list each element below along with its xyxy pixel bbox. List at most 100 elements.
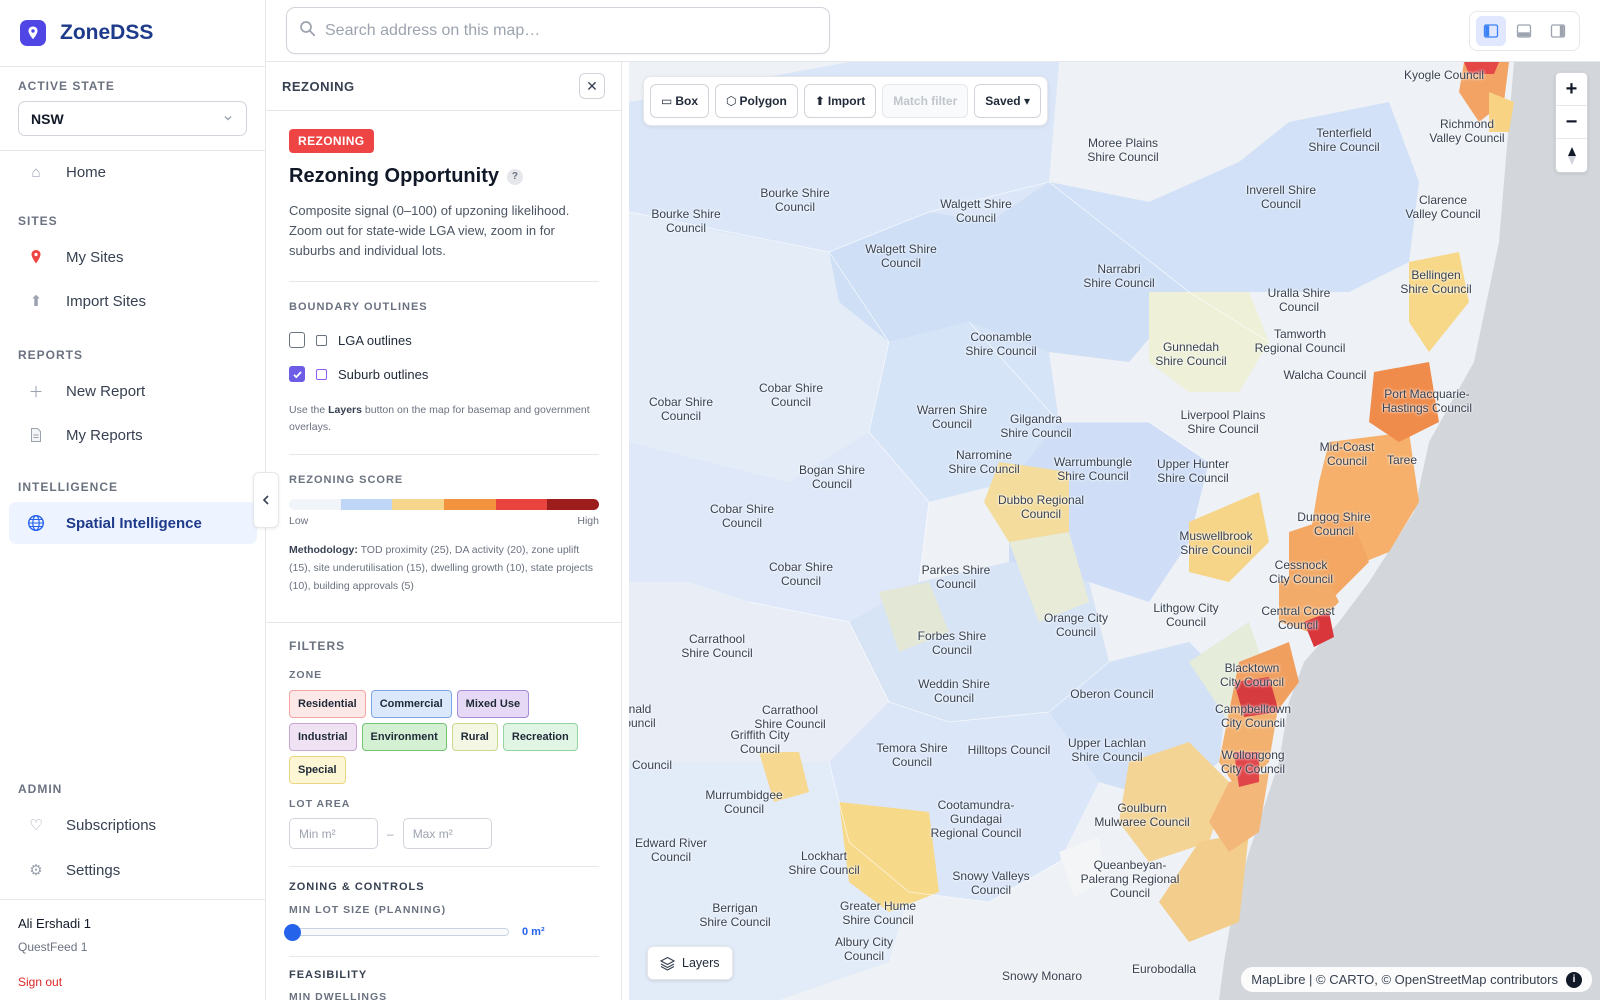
sidebar-item-label: New Report (66, 382, 146, 400)
min-lot-size-value: 0 m² (522, 926, 545, 938)
map-region-label: Kyogle Council (1403, 68, 1485, 82)
close-panel-button[interactable]: ✕ (579, 73, 605, 99)
methodology-label: Methodology: (289, 544, 358, 556)
map-region-label: Lockhart Shire Council (788, 849, 860, 877)
suburb-outlines-checkbox[interactable] (289, 366, 305, 382)
zone-filter-chip[interactable]: Commercial (370, 690, 452, 718)
state-select[interactable]: NSW (18, 101, 247, 136)
zone-filter-chip[interactable]: Special (289, 756, 346, 784)
zone-chips: Residential Commercial Mixed Use Industrial… (289, 690, 599, 784)
zoom-controls: + − (1555, 72, 1588, 173)
map-region-label: Goulburn Mulwaree Council (1094, 801, 1190, 829)
sidebar-item-label: Import Sites (66, 292, 147, 310)
sidebar-item-new-report[interactable]: ＋ New Report (9, 370, 257, 412)
address-search[interactable] (286, 7, 830, 54)
help-icon[interactable]: ? (506, 168, 523, 185)
attribution-text[interactable]: MapLibre | © CARTO, © OpenStreetMap cont… (1251, 972, 1558, 987)
map-region-label: Walgett Shire Council (865, 242, 937, 270)
range-separator: – (387, 826, 394, 841)
sign-out-link[interactable]: Sign out (18, 975, 63, 989)
polygon-select-button[interactable]: ⬡ Polygon (715, 84, 798, 118)
sites-section-label: SITES (18, 214, 58, 228)
document-icon (27, 427, 45, 443)
info-icon[interactable]: i (1566, 971, 1582, 988)
collapse-panel-button[interactable] (253, 472, 279, 528)
boundary-outlines-label: BOUNDARY OUTLINES (289, 301, 428, 313)
zone-filter-chip[interactable]: Environment (361, 723, 447, 751)
slider-thumb[interactable] (284, 924, 301, 941)
plus-icon: + (1565, 77, 1578, 100)
import-button[interactable]: ⬆ Import (803, 84, 877, 118)
map-selection-toolbar: ▭ Box ⬡ Polygon ⬆ Import Match filter Sa… (643, 76, 1048, 126)
divider (289, 956, 599, 957)
map-region-label: Tamworth Regional Council (1254, 327, 1346, 355)
match-filter-button[interactable]: Match filter (882, 84, 969, 118)
map-region-label: Snowy Valleys Council (952, 869, 1030, 897)
region-kyogle-north (1464, 62, 1499, 74)
max-lot-area-input[interactable]: Max m² (402, 818, 492, 849)
sidebar-item-my-reports[interactable]: My Reports (9, 414, 257, 456)
lga-outlines-row[interactable]: LGA outlines (289, 330, 599, 350)
box-select-button[interactable]: ▭ Box (650, 84, 710, 118)
gear-icon: ⚙ (29, 862, 43, 879)
user-organization: QuestFeed 1 (18, 940, 88, 954)
zone-filter-chip[interactable]: Recreation (502, 723, 578, 751)
layout-right-panel-button[interactable] (1543, 16, 1573, 46)
layout-bottom-panel-button[interactable] (1509, 16, 1539, 46)
suburb-outlines-row[interactable]: Suburb outlines (289, 364, 599, 384)
saved-dropdown-button[interactable]: Saved ▾ (974, 84, 1041, 118)
min-lot-size-slider[interactable] (284, 924, 509, 941)
user-block: Ali Ershadi 1 QuestFeed 1 Sign out (0, 899, 265, 1000)
zoom-out-button[interactable]: − (1556, 106, 1587, 139)
layers-button[interactable]: Layers (647, 946, 733, 980)
map-region-label: Bogan Shire Council (798, 463, 866, 491)
search-input[interactable] (325, 21, 805, 40)
map-region-label: Edward River Council (634, 836, 708, 864)
suburb-outlines-label: Suburb outlines (338, 366, 429, 382)
min-dwellings-label: MIN DWELLINGS (289, 991, 388, 1000)
sidebar-item-spatial-intelligence[interactable]: Spatial Intelligence (9, 502, 257, 544)
rezoning-badge: REZONING (289, 129, 374, 153)
layout-left-panel-button[interactable] (1475, 16, 1506, 46)
brand[interactable]: ZoneDSS (0, 0, 265, 67)
sidebar-item-my-sites[interactable]: My Sites (9, 236, 257, 278)
map-region-label: Cobar Shire Council (758, 381, 824, 409)
region-northeast (1049, 102, 1419, 292)
sidebar-item-settings[interactable]: ⚙ Settings (9, 849, 257, 891)
region-murray (629, 762, 909, 1000)
lga-outlines-label: LGA outlines (338, 332, 412, 348)
layers-label: Layers (682, 956, 720, 970)
zone-filter-chip[interactable]: Industrial (289, 723, 357, 751)
zone-filter-chip[interactable]: Mixed Use (456, 690, 530, 718)
sidebar: ZoneDSS ACTIVE STATE NSW ⌂ Home SITES My… (0, 0, 266, 1000)
map-region-label: Muswellbrook Shire Council (1179, 529, 1253, 557)
methodology-detail: TOD proximity (25), DA activity (20), zo… (289, 544, 594, 592)
close-icon: ✕ (586, 77, 598, 94)
zoom-in-button[interactable]: + (1556, 73, 1587, 106)
map-region-label: Cobar Shire Council (709, 502, 775, 530)
zone-filter-chip[interactable]: Residential (289, 690, 366, 718)
min-lot-area-input[interactable]: Min m² (289, 818, 378, 849)
map-region-label: Dubbo Regional Council (997, 493, 1085, 521)
map-region-label: Murrumbidgee Council (705, 788, 783, 816)
sidebar-item-import-sites[interactable]: ⬆ Import Sites (9, 280, 257, 322)
search-icon (299, 20, 316, 42)
region-lockhart (839, 802, 939, 912)
sidebar-item-subscriptions[interactable]: ♡ Subscriptions (9, 804, 257, 846)
region-cobar (629, 212, 889, 482)
lga-swatch (316, 334, 327, 346)
sidebar-item-home[interactable]: ⌂ Home (9, 151, 257, 193)
compass-button[interactable] (1556, 139, 1587, 172)
map-region-label: Cootamundra- Gundagai Regional Council (930, 798, 1022, 840)
zone-filter-chip[interactable]: Rural (451, 723, 498, 751)
region-goulburn (1119, 742, 1229, 862)
app-name: ZoneDSS (60, 21, 154, 44)
plus-icon: ＋ (28, 383, 44, 401)
map-region-label: Clarence Valley Council (1405, 193, 1481, 221)
region-parkes-west (879, 582, 949, 652)
map-region-label: Campbelltown City Council (1214, 702, 1292, 730)
map-region-label: Forbes Shire Council (917, 629, 987, 657)
region-richmond (1489, 92, 1514, 132)
map-canvas[interactable]: Kyogle Council Moree Plains Shire Council… (629, 62, 1600, 1000)
lga-outlines-checkbox[interactable] (289, 332, 305, 348)
